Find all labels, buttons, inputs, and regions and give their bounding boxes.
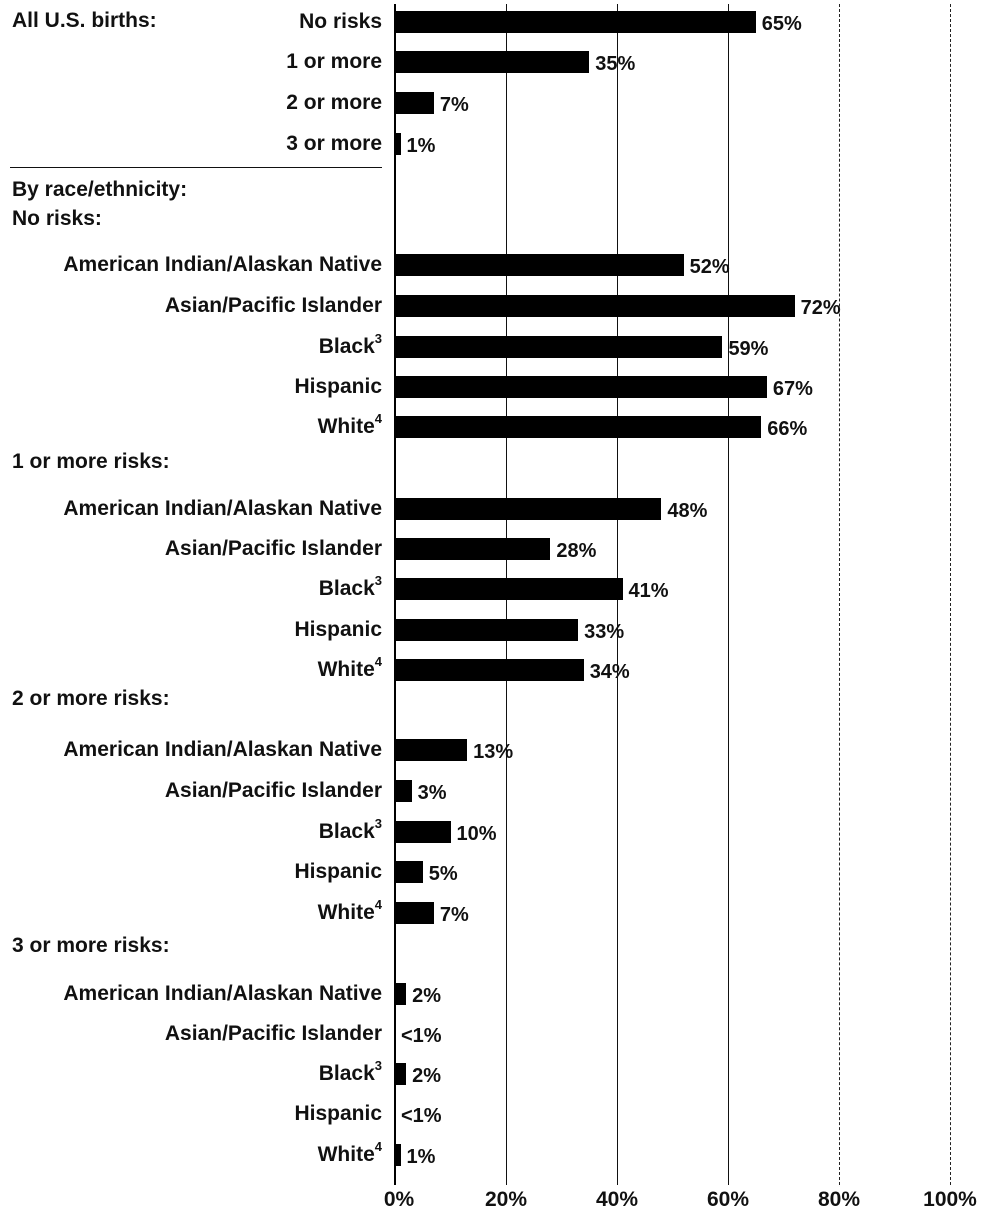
data-label: 48% [667,500,708,522]
bar [395,92,434,114]
footnote-marker: 4 [374,411,382,426]
data-label: 1% [406,1146,436,1168]
data-label: 13% [473,741,514,763]
bar [395,902,434,924]
data-label: 35% [595,53,636,75]
bar [395,295,795,317]
x-tick-label: 80% [817,1188,861,1211]
category-label: Black3 [318,573,382,600]
data-label: 5% [428,863,458,885]
category-label: 2 or more [286,91,382,114]
data-label: 59% [728,338,769,360]
category-label: No risks [299,10,382,33]
data-label: 41% [628,580,669,602]
data-label: <1% [401,1105,442,1127]
group-header: By race/ethnicity: [12,178,188,201]
x-tick-label: 0% [383,1188,415,1211]
data-label: 52% [689,256,730,278]
gridline [839,4,840,1185]
category-label: Hispanic [294,618,382,641]
data-label: 34% [589,661,630,683]
category-label: Asian/Pacific Islander [164,779,382,802]
data-label: 2% [412,985,441,1007]
bar [395,254,684,276]
category-label: Asian/Pacific Islander [164,294,382,317]
data-label: 1% [406,135,436,157]
bar [395,659,584,681]
bar [395,619,579,641]
footnote-marker: 4 [374,654,382,669]
data-label: 2% [412,1065,441,1087]
bar [395,376,767,398]
category-label: 3 or more [286,132,382,155]
category-label: 1 or more [286,50,382,73]
data-label: 67% [772,378,813,400]
group-header: 2 or more risks: [12,687,170,710]
footnote-marker: 3 [374,573,382,588]
category-label: American Indian/Alaskan Native [63,497,382,520]
data-label: 66% [767,418,808,440]
category-label: White4 [317,897,382,924]
category-label: White4 [317,411,382,438]
category-label: Hispanic [294,1102,382,1125]
bar [395,538,551,560]
footnote-marker: 3 [374,331,382,346]
group-header: All U.S. births: [12,9,157,32]
category-label: Hispanic [294,375,382,398]
category-label: Black3 [318,816,382,843]
data-label: 3% [417,782,447,804]
bar [395,133,401,155]
category-label: Hispanic [294,860,382,883]
data-label: 10% [456,823,497,845]
bar [395,780,412,802]
footnote-marker: 3 [374,1058,382,1073]
bar [395,498,662,520]
x-tick-label: 60% [706,1188,750,1211]
data-label: 72% [800,297,841,319]
footnote-marker: 4 [374,1139,382,1154]
category-label: American Indian/Alaskan Native [63,982,382,1005]
x-tick-label: 20% [484,1188,528,1211]
bar [395,739,468,761]
bar [395,821,451,843]
x-tick-label: 40% [595,1188,639,1211]
bar [395,578,623,600]
data-label: 7% [439,904,469,926]
bar [395,416,762,438]
footnote-marker: 4 [374,897,382,912]
category-label: Asian/Pacific Islander [164,537,382,560]
data-label: 28% [556,540,597,562]
category-label: White4 [317,1139,382,1166]
gridline [728,4,729,1185]
bar [395,336,723,358]
category-label: White4 [317,654,382,681]
group-header: 3 or more risks: [12,934,170,957]
data-label: 33% [584,621,625,643]
group-subheader: No risks: [12,207,102,230]
gridline [950,4,951,1185]
bar [395,11,756,33]
section-divider [10,167,382,168]
category-label: American Indian/Alaskan Native [63,738,382,761]
data-label: 65% [761,13,802,35]
category-label: Asian/Pacific Islander [164,1022,382,1045]
data-label: <1% [401,1025,442,1047]
category-label: Black3 [318,1058,382,1085]
x-tick-label: 100% [923,1188,977,1211]
group-header: 1 or more risks: [12,450,170,473]
bar [395,51,590,73]
bar [395,1063,407,1085]
bar [395,983,407,1005]
data-label: 7% [439,94,469,116]
bar [395,861,423,883]
category-label: Black3 [318,331,382,358]
bar [395,1144,401,1166]
footnote-marker: 3 [374,816,382,831]
category-label: American Indian/Alaskan Native [63,253,382,276]
